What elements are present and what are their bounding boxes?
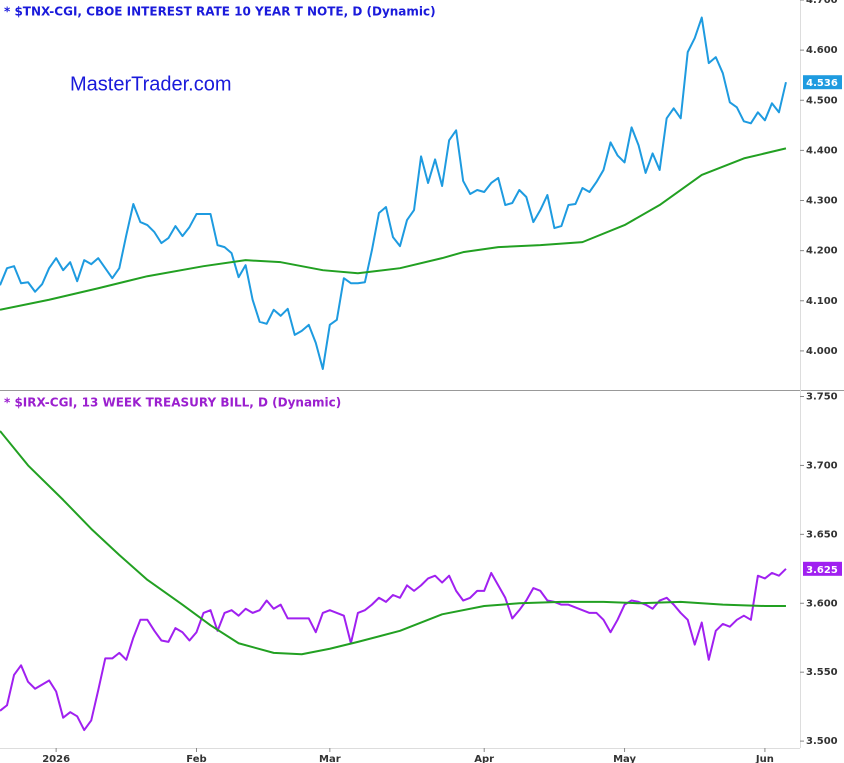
price-line [0,430,786,656]
x-tick-label: Mar [319,754,341,763]
y-tick-label: 3.600 [806,598,838,609]
last-value-badge [803,75,842,90]
last-value-label: 4.536 [806,78,838,89]
y-tick-label: 3.500 [806,736,838,747]
last-value-label: 3.625 [806,565,838,576]
x-tick-label: Apr [474,754,494,763]
panel-title: * $IRX-CGI, 13 WEEK TREASURY BILL, D (Dy… [4,396,341,410]
price-line [0,147,787,311]
last-value-badge [803,561,842,576]
y-tick-label: 4.400 [806,145,838,156]
y-tick-label: 4.700 [806,0,838,6]
x-tick-label: May [613,754,636,763]
y-tick-label: 3.650 [806,529,838,540]
y-tick-label: 4.600 [806,45,838,56]
y-tick-label: 3.750 [806,392,838,403]
y-tick-label: 4.500 [806,95,838,106]
y-tick-label: 3.700 [806,460,838,471]
y-tick-label: 4.000 [806,346,838,357]
x-tick-label: 2026 [42,754,70,763]
x-tick-label: Jun [755,754,774,763]
price-line [0,568,787,732]
x-tick-label: Feb [186,754,206,763]
panel-title: * $TNX-CGI, CBOE INTEREST RATE 10 YEAR T… [4,5,436,19]
watermark: MasterTrader.com [70,73,232,95]
y-tick-label: 4.300 [806,196,838,207]
y-tick-label: 3.550 [806,667,838,678]
y-tick-label: 4.200 [806,246,838,257]
price-line [0,16,787,370]
y-tick-label: 4.100 [806,296,838,307]
